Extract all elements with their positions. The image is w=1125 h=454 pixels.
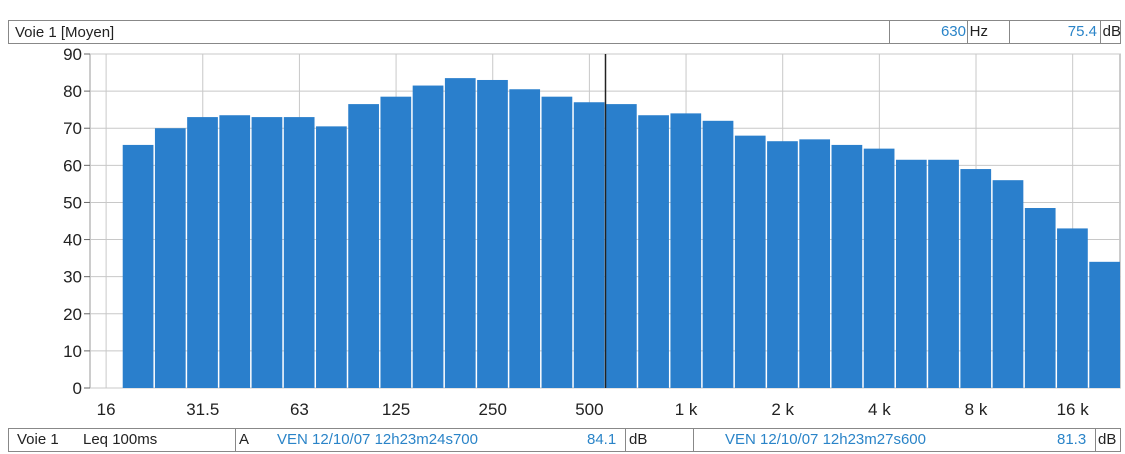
bar-40	[219, 115, 251, 388]
channel-title: Voie 1 [Moyen]	[15, 24, 115, 41]
bar-125k	[1024, 208, 1056, 388]
footer-channel: Voie 1	[17, 431, 59, 448]
x-tick-label: 63	[290, 400, 309, 419]
footer-end-unit: dB	[1095, 429, 1116, 451]
bar-25k	[799, 139, 831, 388]
x-tick-label: 8 k	[965, 400, 988, 419]
x-tick-label: 125	[382, 400, 410, 419]
y-tick-label: 40	[63, 231, 82, 250]
bar-4k	[863, 148, 895, 388]
bar-5k	[895, 159, 927, 388]
cursor-level-unit: dB	[1099, 21, 1121, 43]
bar-1k	[670, 113, 702, 388]
y-tick-label: 80	[63, 82, 82, 101]
footer-weighting: A	[235, 429, 249, 451]
x-tick-label: 16 k	[1057, 400, 1090, 419]
bar-315	[509, 89, 541, 388]
bar-200	[444, 78, 476, 388]
x-tick-label: 4 k	[868, 400, 891, 419]
footer-divider	[693, 429, 694, 451]
cursor-level-box: 75.4 dB	[1009, 21, 1123, 43]
cursor-frequency-unit: Hz	[966, 21, 988, 43]
bar-500	[573, 102, 605, 388]
x-tick-label: 16	[97, 400, 116, 419]
bar-63	[283, 117, 315, 388]
bar-800	[638, 115, 669, 388]
footer-start-time: VEN 12/10/07 12h23m24s700	[277, 431, 478, 448]
bar-125k	[702, 120, 734, 389]
y-tick-label: 20	[63, 305, 82, 324]
y-tick-label: 0	[73, 379, 82, 398]
bar-50	[251, 117, 283, 388]
header-bar: Voie 1 [Moyen] 630 Hz 75.4 dB	[8, 20, 1121, 44]
x-tick-label: 1 k	[675, 400, 698, 419]
bar-2k	[767, 141, 798, 388]
bar-8k	[960, 169, 992, 388]
x-tick-label: 2 k	[771, 400, 794, 419]
footer-start-level: 84.1	[587, 431, 617, 448]
y-tick-label: 50	[63, 193, 82, 212]
x-tick-label: 31.5	[186, 400, 219, 419]
spectrum-chart: 0 10 20 30 40 50 60 70 80 90 16 31.5 63 125 250 500 1 k 2…	[63, 45, 1121, 419]
bar-16k	[734, 135, 766, 388]
y-tick-label: 30	[63, 268, 82, 287]
bar-10k	[992, 180, 1024, 388]
spectrum-panel: Voie 1 [Moyen] 630 Hz 75.4 dB 0 10 20 30 40 5…	[8, 20, 1121, 452]
footer-end-level: 81.3	[1057, 431, 1087, 448]
y-tick-label: 10	[63, 342, 82, 361]
y-tick-label: 70	[63, 119, 82, 138]
bar-80	[316, 126, 347, 388]
bar-20k	[1089, 261, 1120, 388]
y-tick-label: 90	[63, 45, 82, 64]
footer-mode: Leq 100ms	[83, 431, 158, 448]
bar-20	[122, 144, 154, 388]
bar-16k	[1057, 228, 1088, 388]
cursor-frequency-value: 630	[940, 23, 966, 40]
x-tick-label: 500	[575, 400, 603, 419]
bar-160	[412, 85, 444, 389]
bar-125	[380, 96, 412, 388]
x-tick-label: 250	[479, 400, 507, 419]
bar-315	[187, 117, 218, 388]
bar-100	[348, 104, 379, 388]
cursor-frequency-box: 630 Hz	[889, 21, 1002, 43]
bar-315k	[831, 144, 863, 388]
footer-start-unit: dB	[625, 429, 647, 451]
footer-bar: Voie 1 Leq 100ms A VEN 12/10/07 12h23m24…	[8, 428, 1121, 452]
bar-250	[477, 79, 508, 388]
bar-630	[606, 104, 637, 388]
bar-25	[154, 128, 186, 388]
bar-63k	[928, 159, 959, 388]
footer-end-time: VEN 12/10/07 12h23m27s600	[725, 431, 926, 448]
cursor-level-value: 75.4	[1067, 23, 1097, 40]
y-tick-label: 60	[63, 156, 82, 175]
bar-400	[541, 96, 573, 388]
